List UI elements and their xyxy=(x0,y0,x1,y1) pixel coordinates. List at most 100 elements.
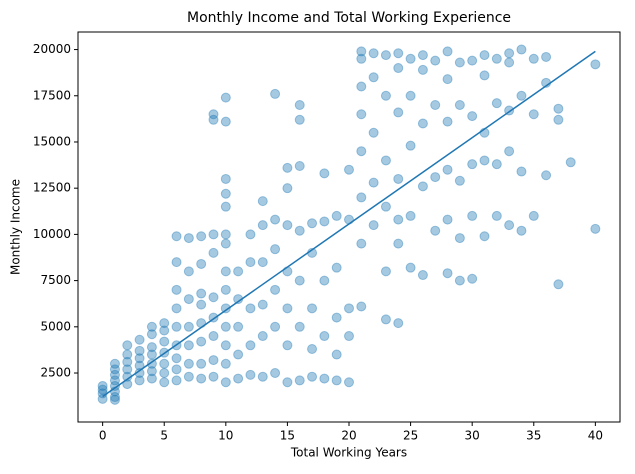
data-point xyxy=(368,220,379,231)
data-point xyxy=(282,220,293,231)
data-point xyxy=(491,159,502,170)
data-point xyxy=(208,331,219,342)
data-point xyxy=(504,146,515,157)
data-point xyxy=(171,353,182,364)
y-tick-label: 2500 xyxy=(40,366,71,380)
data-point xyxy=(122,356,133,367)
data-point xyxy=(528,210,539,221)
data-point xyxy=(380,90,391,101)
data-point xyxy=(344,164,354,175)
data-point xyxy=(159,318,170,329)
data-point xyxy=(146,349,157,360)
data-point xyxy=(553,103,564,114)
data-point xyxy=(442,268,453,279)
data-point xyxy=(467,210,478,221)
data-point xyxy=(282,340,293,351)
data-point xyxy=(417,64,428,75)
x-tick-label: 5 xyxy=(160,429,168,443)
data-point xyxy=(171,375,182,386)
data-point xyxy=(516,44,527,55)
data-point xyxy=(430,55,441,66)
data-point xyxy=(504,48,515,59)
data-point xyxy=(294,321,305,332)
data-point xyxy=(208,114,219,125)
data-point xyxy=(356,192,367,203)
data-point xyxy=(220,321,231,332)
data-point xyxy=(393,63,404,74)
data-point xyxy=(171,303,182,314)
data-point xyxy=(491,98,502,109)
data-point xyxy=(220,92,231,103)
data-point xyxy=(220,340,231,351)
data-point xyxy=(220,377,231,388)
data-point xyxy=(245,229,256,240)
data-point xyxy=(233,373,244,384)
data-point xyxy=(134,334,145,345)
data-point xyxy=(146,329,157,340)
data-point xyxy=(454,275,465,286)
data-point xyxy=(344,303,354,314)
data-point xyxy=(430,225,441,236)
data-point xyxy=(294,161,305,172)
data-point xyxy=(356,109,367,120)
data-point xyxy=(541,51,552,62)
data-point xyxy=(319,216,330,227)
data-point xyxy=(405,140,416,151)
data-point xyxy=(516,225,527,236)
data-point xyxy=(220,188,231,199)
data-point xyxy=(454,100,465,111)
data-point xyxy=(196,288,207,299)
data-point xyxy=(417,50,428,61)
data-point xyxy=(590,59,601,70)
data-point xyxy=(528,53,539,64)
data-point xyxy=(171,364,182,375)
data-point xyxy=(356,81,367,92)
data-point xyxy=(146,366,157,377)
trend-line xyxy=(102,50,596,398)
data-point xyxy=(479,155,490,166)
data-point xyxy=(319,168,330,179)
x-tick-label: 40 xyxy=(588,429,603,443)
data-point xyxy=(319,331,330,342)
data-point xyxy=(294,100,305,111)
data-point xyxy=(479,231,490,242)
data-point xyxy=(233,349,244,360)
data-point xyxy=(282,377,293,388)
x-tick-label: 25 xyxy=(403,429,418,443)
data-point xyxy=(220,238,231,249)
data-point xyxy=(196,318,207,329)
data-point xyxy=(134,353,145,364)
data-point xyxy=(270,284,281,295)
data-point xyxy=(171,321,182,332)
data-point xyxy=(208,371,219,382)
y-tick-label: 17500 xyxy=(33,88,71,102)
data-point xyxy=(220,358,231,369)
data-point xyxy=(109,375,120,386)
data-point xyxy=(257,371,268,382)
data-point xyxy=(368,177,379,188)
data-point xyxy=(109,394,120,405)
data-point xyxy=(356,301,367,312)
data-point xyxy=(208,229,219,240)
data-point xyxy=(491,53,502,64)
data-point xyxy=(393,238,404,249)
data-point xyxy=(196,373,207,384)
data-point xyxy=(233,321,244,332)
data-point xyxy=(183,294,194,305)
y-tick-label: 10000 xyxy=(33,227,71,241)
y-tick-label: 20000 xyxy=(33,42,71,56)
data-point xyxy=(220,201,231,212)
data-point xyxy=(270,368,281,379)
data-point xyxy=(344,331,354,342)
data-point xyxy=(393,107,404,118)
data-point xyxy=(504,220,515,231)
data-point xyxy=(282,266,293,277)
data-point xyxy=(159,368,170,379)
data-point xyxy=(467,159,478,170)
data-point xyxy=(257,299,268,310)
data-point xyxy=(380,314,391,325)
data-point xyxy=(417,181,428,192)
data-point xyxy=(516,166,527,177)
data-point xyxy=(417,270,428,281)
